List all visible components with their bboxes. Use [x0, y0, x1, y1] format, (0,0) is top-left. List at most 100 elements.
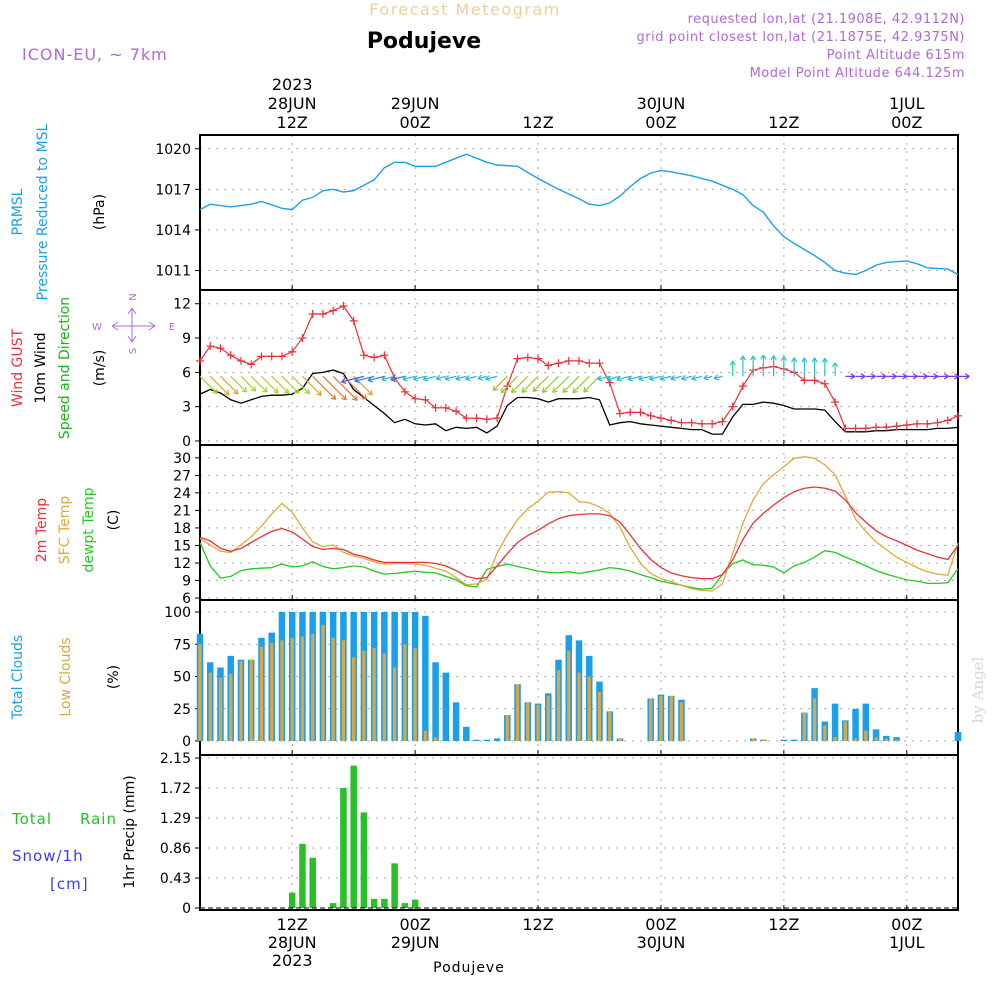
rain-bar [411, 899, 419, 908]
wind-arrow-head [649, 375, 655, 382]
gust-marker [820, 379, 829, 388]
wind-arrow-head [703, 374, 709, 381]
wind-arrow-head [870, 373, 876, 380]
wind-arrow-shaft [649, 375, 662, 380]
total-cloud-bar [831, 703, 839, 741]
2m-temp-line [199, 486, 959, 580]
gust-marker [462, 414, 471, 423]
wind-arrow-shaft [607, 375, 621, 381]
compass-arrow-w [111, 321, 119, 331]
rain-bar [391, 863, 398, 908]
gust-marker [472, 414, 481, 423]
y-tick-label: 1.72 [160, 781, 191, 797]
top-axis-label: 28JUN [268, 94, 317, 113]
panel-frame [199, 754, 959, 911]
wind-arrow-head [954, 373, 960, 380]
gust-marker [380, 351, 389, 360]
wind-gust-label: Wind GUST [10, 328, 26, 407]
wind-arrow-shaft [485, 375, 498, 380]
wind-arrow-head [455, 375, 461, 382]
location-title: Podujeve [367, 29, 481, 54]
gust-marker [247, 360, 256, 369]
wind-arrow-shaft [444, 375, 457, 380]
footer-location: Podujeve [433, 960, 505, 976]
gust-marker [277, 352, 286, 361]
low-cloud-bar [843, 721, 847, 741]
total-cloud-bar [862, 703, 870, 741]
gust-marker [831, 398, 840, 407]
wind-arrow-head [780, 356, 787, 362]
wind-arrow-head [233, 388, 239, 395]
wind-arrow-shaft [521, 375, 539, 393]
gust-marker [933, 418, 942, 427]
wind-arrow-head [821, 357, 828, 363]
wind-arrow-head [541, 387, 548, 393]
y-tick-label: 6 [182, 591, 191, 607]
wind-arrow-shaft [659, 375, 672, 380]
low-cloud-bar [198, 644, 202, 741]
low-cloud-bar [311, 633, 315, 741]
wind-arrow-head [770, 355, 777, 361]
wind-arrow-head [241, 387, 248, 393]
gust-marker [216, 344, 225, 353]
gust-marker [626, 408, 635, 417]
y-tick-label: 9 [182, 331, 191, 347]
y-tick-label: 1.29 [160, 811, 191, 827]
gust-marker [534, 354, 543, 363]
wind-arrow-head [801, 357, 808, 363]
gust-marker [452, 407, 461, 416]
wind-arrow-shaft [542, 375, 559, 393]
rain-bar [360, 812, 368, 908]
wind-speed-dir-label: Speed and Direction [57, 297, 73, 439]
gust-marker [954, 411, 962, 420]
wind-arrow-head [477, 374, 483, 381]
wind-arrow-shaft [413, 375, 426, 380]
y-tick-label: 50 [173, 670, 191, 686]
low-cloud-bar [352, 657, 356, 741]
wind-arrow-head [341, 377, 347, 384]
wind-arrow-shaft [713, 375, 723, 380]
low-cloud-bar [239, 661, 243, 741]
wind-arrow-shaft [477, 375, 487, 380]
wind-arrow-shaft [455, 375, 467, 380]
low-cloud-bar [229, 673, 233, 741]
clouds-panel: 0 25 50 75 100 [164, 599, 962, 756]
low-cloud-bar [249, 659, 253, 741]
rain-bar [381, 898, 388, 908]
wind-arrow-head [659, 375, 666, 382]
wind-arrow-head [627, 375, 634, 382]
low-cloud-bar [433, 737, 438, 741]
temp-2m-label: 2m Temp [34, 498, 50, 562]
wind-arrow-shaft [341, 375, 365, 383]
top-axis-label: 00Z [645, 113, 676, 132]
gust-marker [236, 356, 245, 365]
wind-arrow-shaft [616, 375, 631, 381]
wind-arrow-head [435, 374, 442, 381]
low-cloud-bar [812, 698, 817, 741]
wind-arrow-head [902, 373, 908, 380]
total-cloud-bar [422, 615, 429, 741]
wind-arrow-shaft [381, 375, 395, 381]
wind-arrow-shaft [423, 375, 436, 381]
bottom-axis-label: 30JUN [637, 933, 686, 952]
wind-arrow-head [444, 375, 450, 382]
total-cloud-bar [954, 731, 962, 741]
gust-marker [851, 424, 860, 433]
wind-arrow-head [791, 357, 798, 363]
point-altitude: Point Altitude 615m [827, 48, 965, 63]
wind-panel: 0 3 6 9 12 [173, 289, 970, 450]
low-cloud-bar [546, 695, 550, 741]
wind-arrow-head [850, 373, 856, 380]
y-tick-label: 1011 [155, 263, 191, 279]
wind-arrow-head [223, 389, 230, 396]
low-cloud-bar [864, 730, 868, 741]
gust-marker [738, 382, 747, 391]
gust-marker [697, 419, 706, 428]
wind-10m-label: 10m Wind [33, 332, 49, 403]
total-cloud-bar [790, 739, 798, 741]
low-cloud-bar [403, 644, 407, 741]
panel-frame [199, 134, 959, 291]
wind-arrow-head [412, 375, 419, 382]
low-cloud-bar [321, 624, 325, 741]
temp-sfc-label: SFC Temp [57, 496, 73, 565]
